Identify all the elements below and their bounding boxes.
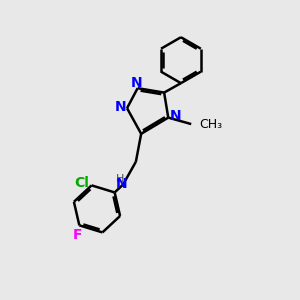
Text: CH₃: CH₃	[200, 118, 223, 130]
Text: N: N	[116, 177, 127, 191]
Text: F: F	[73, 228, 83, 242]
Text: N: N	[170, 109, 182, 123]
Text: Cl: Cl	[74, 176, 89, 190]
Text: N: N	[130, 76, 142, 90]
Text: N: N	[115, 100, 126, 114]
Text: H: H	[116, 174, 124, 184]
